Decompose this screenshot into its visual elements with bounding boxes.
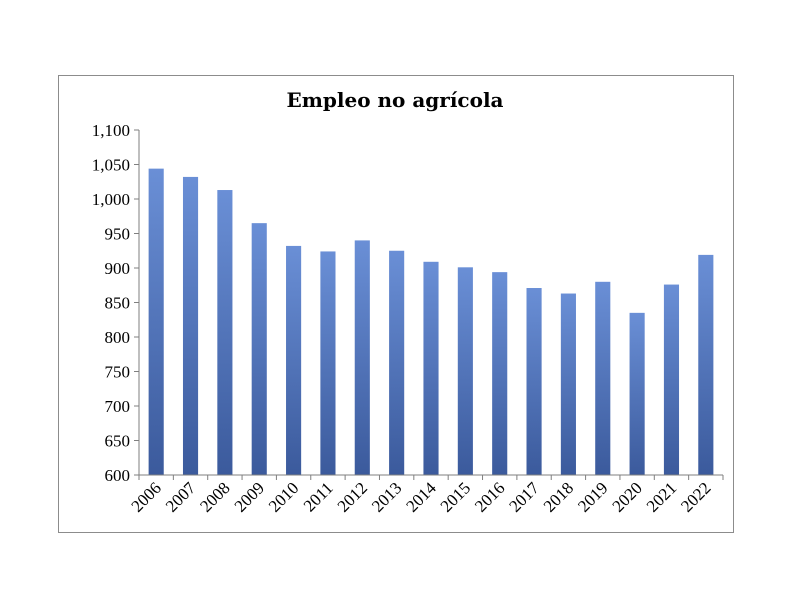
y-tick-label: 900	[105, 259, 131, 278]
x-tick-label-2018: 2018	[540, 478, 577, 515]
bar-2019	[595, 281, 611, 475]
x-tick-label-2009: 2009	[231, 478, 268, 515]
bar-2013	[389, 250, 405, 475]
x-tick-label-2015: 2015	[437, 478, 474, 515]
bar-2008	[217, 190, 233, 475]
bar-2010	[286, 245, 302, 475]
bar-2016	[492, 272, 508, 475]
y-tick-label: 1,000	[92, 190, 130, 209]
bar-2007	[182, 176, 199, 476]
y-tick-label: 700	[105, 397, 131, 416]
bars-group	[148, 168, 714, 476]
x-tick-label-2006: 2006	[128, 478, 165, 515]
y-tick-label: 1,050	[92, 156, 130, 175]
x-tick-label-2021: 2021	[643, 478, 680, 515]
bar-2011	[320, 251, 336, 475]
y-tick-label: 950	[105, 225, 131, 244]
x-tick-label-2017: 2017	[505, 478, 543, 516]
x-axis: 2006200720082009201020112012201320142015…	[128, 474, 724, 516]
chart-title: Empleo no agrícola	[286, 88, 503, 112]
y-tick-label: 750	[105, 363, 131, 382]
bar-2015	[457, 267, 473, 475]
y-tick-label: 600	[105, 466, 131, 485]
x-tick-label-2012: 2012	[334, 478, 371, 515]
x-tick-label-2007: 2007	[162, 478, 200, 516]
bar-2014	[423, 261, 439, 475]
y-tick-label: 800	[105, 328, 131, 347]
y-axis: 600 650 700 750 800 850 900 950 1,000 1,050 1,100	[92, 121, 140, 485]
x-tick-label-2011: 2011	[300, 478, 337, 515]
x-tick-label-2010: 2010	[265, 478, 302, 515]
y-tick-label: 650	[105, 432, 131, 451]
bar-2017	[526, 288, 542, 475]
y-tick-label: 1,100	[92, 121, 130, 140]
x-tick-label-2022: 2022	[677, 478, 714, 515]
bar-2009	[251, 223, 267, 475]
y-tick-label: 850	[105, 294, 131, 313]
x-tick-label-2019: 2019	[574, 478, 611, 515]
bar-2006	[148, 168, 164, 475]
x-tick-label-2016: 2016	[471, 478, 508, 515]
bar-2022	[698, 254, 714, 475]
x-tick-label-2013: 2013	[368, 478, 405, 515]
x-tick-label-2014: 2014	[402, 478, 440, 516]
bar-2021	[663, 284, 680, 475]
bar-2018	[560, 293, 576, 475]
bar-2012	[354, 240, 370, 475]
x-tick-label-2008: 2008	[196, 478, 233, 515]
bar-2020	[629, 312, 645, 475]
x-tick-label-2020: 2020	[608, 478, 645, 515]
